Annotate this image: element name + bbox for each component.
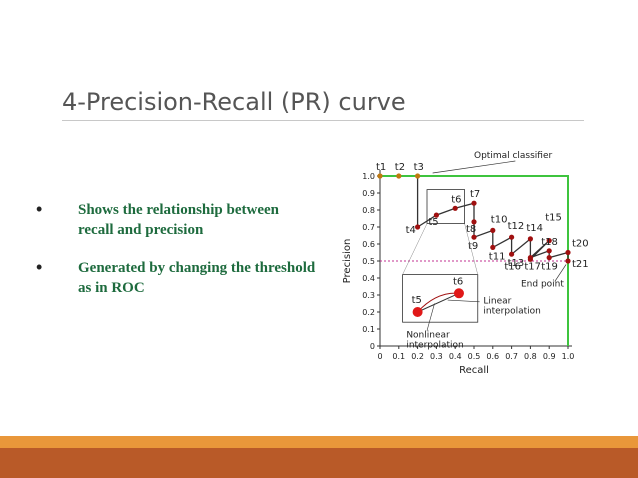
x-tick-label: 0.3 bbox=[430, 352, 443, 361]
linear-interp-label: Linear bbox=[483, 297, 511, 307]
data-point-label: t13 bbox=[508, 258, 525, 269]
data-point-label: t12 bbox=[508, 221, 525, 232]
data-point bbox=[415, 173, 421, 179]
bullet-item: • Shows the relationship between recall … bbox=[36, 199, 316, 240]
x-tick-label: 0.8 bbox=[524, 352, 537, 361]
footer-bar bbox=[0, 448, 638, 478]
data-point-label: t16 bbox=[504, 261, 521, 272]
y-tick-label: 0.3 bbox=[362, 291, 375, 300]
data-point bbox=[509, 234, 515, 240]
data-point bbox=[433, 212, 439, 218]
x-tick-label: 0.6 bbox=[486, 352, 499, 361]
data-point-label: t14 bbox=[526, 223, 543, 234]
inset-linear-line bbox=[417, 292, 460, 313]
data-point-label: t3 bbox=[414, 162, 424, 173]
zoom-box bbox=[426, 189, 465, 224]
slide-title: 4-Precision-Recall (PR) curve bbox=[62, 88, 406, 116]
bullet-dot-icon: • bbox=[36, 199, 43, 219]
data-point bbox=[527, 236, 533, 242]
data-point bbox=[546, 255, 552, 261]
inset-point bbox=[453, 288, 464, 299]
data-point-label: t9 bbox=[468, 241, 478, 252]
optimal-classifier-pointer bbox=[432, 160, 516, 174]
data-point-label: t10 bbox=[491, 214, 508, 225]
pr-curve-chart: 0 0.1 0.2 0.3 0.4 0.5 0.6 0.7 0.8 0.9 1.0 0 0.1 0.2 0.… bbox=[342, 151, 589, 376]
x-tick-label: 0.2 bbox=[411, 352, 424, 361]
y-tick-label: 0 bbox=[370, 342, 375, 351]
x-tick-label: 1.0 bbox=[562, 352, 575, 361]
inset-connector bbox=[464, 223, 479, 275]
end-point-label: End point bbox=[521, 280, 564, 290]
y-tick-label: 0.9 bbox=[362, 189, 375, 198]
x-tick-label: 0.7 bbox=[505, 352, 518, 361]
x-axis-label: Recall bbox=[459, 365, 489, 376]
nonlinear-interp-label: interpolation bbox=[406, 341, 463, 351]
data-point-label: t19 bbox=[541, 262, 558, 273]
bullet-text: Shows the relationship between recall an… bbox=[78, 202, 279, 238]
data-point-label: t4 bbox=[406, 225, 416, 236]
x-tick-label: 0.1 bbox=[392, 352, 405, 361]
data-point-label: t15 bbox=[545, 213, 562, 224]
data-point-label: t8 bbox=[466, 224, 476, 235]
data-point bbox=[565, 258, 571, 264]
end-point-pointer bbox=[554, 264, 567, 282]
data-point bbox=[490, 244, 496, 250]
y-axis-label: Precision bbox=[342, 239, 353, 284]
data-point-label: t6 bbox=[451, 194, 461, 205]
data-point bbox=[565, 249, 571, 256]
inset-point-label: t6 bbox=[453, 276, 463, 287]
x-tick-label: 0.4 bbox=[449, 352, 462, 361]
optimal-classifier-label: Optimal classifier bbox=[474, 151, 553, 161]
nonlinear-interp-label: Nonlinear bbox=[406, 331, 450, 341]
data-point bbox=[490, 227, 496, 233]
inset-connector bbox=[402, 223, 428, 275]
data-point-label: t7 bbox=[470, 189, 480, 200]
data-point-label: t11 bbox=[489, 251, 506, 262]
x-tick-label: 0.5 bbox=[468, 352, 481, 361]
y-tick-label: 0.1 bbox=[362, 325, 375, 334]
data-point bbox=[452, 205, 458, 211]
linear-interp-pointer bbox=[447, 299, 480, 303]
pr-curve-figure: 0 0.1 0.2 0.3 0.4 0.5 0.6 0.7 0.8 0.9 1.0 0 0.1 0.2 0.… bbox=[340, 148, 598, 380]
data-point bbox=[546, 238, 552, 244]
bullet-list: • Shows the relationship between recall … bbox=[36, 199, 316, 316]
data-point bbox=[471, 219, 477, 225]
y-tick-label: 0.6 bbox=[362, 240, 375, 249]
inset-point bbox=[412, 307, 423, 317]
data-point bbox=[546, 248, 552, 254]
data-point-label: t21 bbox=[572, 259, 589, 270]
data-point bbox=[396, 173, 402, 179]
nonlinear-interp-pointer bbox=[426, 303, 435, 331]
data-point-label: t17 bbox=[524, 262, 541, 273]
data-point-label: t1 bbox=[376, 162, 386, 173]
data-point bbox=[471, 200, 477, 206]
data-point bbox=[471, 234, 477, 240]
data-point-label: t2 bbox=[395, 162, 405, 173]
x-tick-label: 0.9 bbox=[543, 352, 556, 361]
y-tick-label: 0.5 bbox=[362, 257, 375, 266]
y-tick-label: 0.8 bbox=[362, 206, 375, 215]
data-point bbox=[509, 251, 515, 257]
x-tick-label: 0 bbox=[377, 352, 382, 361]
y-tick-label: 1.0 bbox=[362, 172, 375, 181]
title-divider bbox=[62, 120, 584, 121]
y-tick-label: 0.4 bbox=[362, 274, 375, 283]
y-tick-label: 0.2 bbox=[362, 308, 375, 317]
y-tick-label: 0.7 bbox=[362, 223, 375, 232]
bullet-dot-icon: • bbox=[36, 257, 43, 277]
data-point-label: t20 bbox=[572, 239, 589, 250]
footer-accent-band bbox=[0, 436, 638, 448]
inset-point-label: t5 bbox=[412, 295, 422, 306]
data-point bbox=[415, 224, 421, 230]
linear-interp-label: interpolation bbox=[483, 307, 540, 317]
data-point-label: t5 bbox=[428, 217, 438, 228]
bullet-text: Generated by changing the threshold as i… bbox=[78, 260, 316, 296]
bullet-item: • Generated by changing the threshold as… bbox=[36, 257, 316, 298]
data-point bbox=[527, 255, 533, 261]
data-point-label: t18 bbox=[541, 237, 558, 248]
data-point bbox=[377, 173, 383, 179]
optimal-classifier-line bbox=[380, 175, 569, 346]
